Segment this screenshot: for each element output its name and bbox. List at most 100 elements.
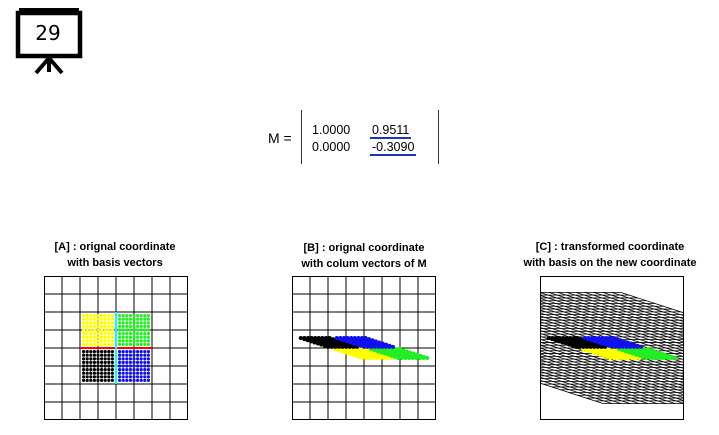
black-quadrant-point (103, 360, 107, 364)
blue-quadrant-point (341, 335, 346, 340)
yellow-quadrant-point (364, 356, 369, 361)
yellow-quadrant-point (350, 352, 355, 357)
green-quadrant-point (128, 332, 132, 336)
panel-c-title: [C] : transformed coordinate with basis … (500, 239, 719, 271)
black-quadrant-point (92, 364, 96, 368)
yellow-quadrant-point (96, 332, 100, 336)
slide-number[interactable]: 29 (35, 21, 61, 45)
yellow-quadrant-point (92, 335, 96, 339)
yellow-quadrant-point (85, 335, 89, 339)
black-quadrant-point (595, 344, 600, 349)
black-quadrant-point (588, 344, 593, 349)
blue-quadrant-point (128, 364, 132, 368)
blue-quadrant-point (128, 353, 132, 357)
blue-quadrant-point (121, 350, 125, 354)
black-quadrant-point (347, 344, 352, 349)
black-quadrant-point (82, 371, 86, 375)
yellow-quadrant-point (100, 314, 104, 318)
blue-quadrant-point (146, 357, 150, 361)
black-quadrant-point (96, 357, 100, 361)
yellow-quadrant-point (343, 350, 348, 355)
yellow-quadrant-point (89, 339, 93, 343)
blue-quadrant-point (125, 360, 129, 364)
yellow-quadrant-point (103, 324, 107, 328)
yellow-quadrant-point (85, 317, 89, 321)
yellow-quadrant-point (110, 332, 114, 336)
green-quadrant-point (132, 317, 136, 321)
black-quadrant-point (302, 337, 307, 342)
yellow-quadrant-point (100, 332, 104, 336)
black-quadrant-point (563, 341, 568, 346)
blue-quadrant-point (128, 350, 132, 354)
yellow-quadrant-point (110, 328, 114, 332)
yellow-quadrant-point (103, 332, 107, 336)
black-quadrant-point (82, 368, 86, 372)
yellow-quadrant-point (96, 321, 100, 325)
green-quadrant-point (128, 339, 132, 343)
yellow-quadrant-point (92, 339, 96, 343)
blue-quadrant-point (125, 378, 129, 382)
blue-quadrant-point (139, 368, 143, 372)
blue-quadrant-point (607, 335, 612, 340)
yellow-quadrant-point (110, 339, 114, 343)
blue-quadrant-point (146, 371, 150, 375)
blue-quadrant-point (128, 375, 132, 379)
yellow-quadrant-point (107, 328, 111, 332)
panel-c-title-line2: with basis on the new coordinate (523, 257, 697, 269)
yellow-quadrant-point (110, 314, 114, 318)
green-quadrant-point (136, 342, 140, 346)
black-quadrant-point (107, 375, 111, 379)
black-quadrant-point (89, 357, 93, 361)
black-quadrant-point (85, 360, 89, 364)
panel-c-title-line1: [C] : transformed coordinate (535, 241, 685, 253)
green-quadrant-point (132, 342, 136, 346)
blue-quadrant-point (146, 353, 150, 357)
black-quadrant-point (577, 344, 582, 349)
green-quadrant-point (143, 321, 147, 325)
yellow-quadrant-point (89, 324, 93, 328)
blue-quadrant-point (143, 378, 147, 382)
blue-quadrant-point (139, 371, 143, 375)
yellow-quadrant-point (85, 332, 89, 336)
yellow-quadrant-point (82, 321, 86, 325)
black-quadrant-point (85, 378, 89, 382)
black-quadrant-point (107, 357, 111, 361)
blue-quadrant-point (611, 335, 616, 340)
green-quadrant-point (132, 321, 136, 325)
yellow-quadrant-point (110, 342, 114, 346)
black-quadrant-point (96, 375, 100, 379)
green-quadrant-point (143, 339, 147, 343)
black-quadrant-point (92, 378, 96, 382)
yellow-quadrant-point (360, 356, 365, 361)
black-quadrant-point (336, 344, 341, 349)
black-quadrant-point (351, 344, 356, 349)
matrix-cell-r1c1: 1.0000 (312, 123, 351, 137)
green-quadrant-point (132, 335, 136, 339)
black-quadrant-point (584, 344, 589, 349)
blue-quadrant-point (618, 338, 623, 343)
blue-quadrant-point (132, 371, 136, 375)
green-quadrant-point (136, 335, 140, 339)
green-quadrant-point (642, 347, 647, 352)
green-quadrant-point (125, 321, 129, 325)
blue-quadrant-point (387, 343, 392, 348)
yellow-quadrant-point (584, 348, 589, 353)
yellow-quadrant-point (107, 332, 111, 336)
black-quadrant-point (103, 353, 107, 357)
yellow-quadrant-point (385, 356, 390, 361)
blue-quadrant-point (118, 353, 122, 357)
black-quadrant-point (103, 357, 107, 361)
yellow-quadrant-point (100, 317, 104, 321)
black-quadrant-point (553, 338, 558, 343)
yellow-quadrant-point (107, 317, 111, 321)
blue-quadrant-point (582, 335, 587, 340)
yellow-quadrant-point (339, 349, 344, 354)
blue-quadrant-point (128, 357, 132, 361)
blue-quadrant-point (143, 357, 147, 361)
blue-quadrant-point (356, 335, 361, 340)
green-quadrant-point (118, 335, 122, 339)
black-quadrant-point (110, 368, 114, 372)
panel-a-title-line1: [A] : orignal coordinate (54, 241, 176, 253)
yellow-quadrant-point (89, 317, 93, 321)
yellow-quadrant-point (103, 339, 107, 343)
